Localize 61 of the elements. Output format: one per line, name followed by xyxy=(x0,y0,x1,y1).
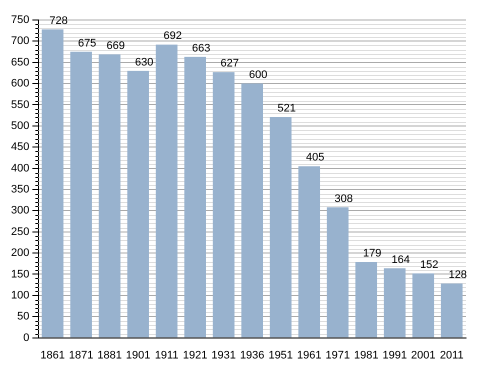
y-tick-label: 0 xyxy=(23,332,30,344)
x-tick-label: 1936 xyxy=(240,349,264,362)
x-tick-label: 1991 xyxy=(382,349,407,362)
y-tick-label: 600 xyxy=(10,78,30,90)
data-label: 179 xyxy=(363,247,382,260)
x-tick-label: 1871 xyxy=(68,349,94,362)
y-tick-label: 550 xyxy=(10,98,30,111)
x-tick-label: 1921 xyxy=(182,349,208,362)
data-label: 308 xyxy=(334,192,353,205)
y-tick-label: 300 xyxy=(10,204,30,217)
bar xyxy=(326,207,349,338)
bar xyxy=(384,268,406,338)
y-tick-label: 50 xyxy=(17,310,30,323)
bar xyxy=(241,84,264,338)
data-label: 521 xyxy=(278,102,296,115)
data-label: 627 xyxy=(220,58,239,70)
x-tick-label: 1931 xyxy=(211,349,236,362)
y-tick-label: 350 xyxy=(10,184,30,196)
x-tick-label: 1861 xyxy=(40,349,65,362)
data-label: 663 xyxy=(192,42,210,54)
y-tick-label: 700 xyxy=(10,35,30,48)
x-tick-label: 1951 xyxy=(268,349,293,362)
data-label: 728 xyxy=(49,14,68,27)
bar xyxy=(355,262,378,338)
bar xyxy=(212,72,234,338)
x-tick-label: 2011 xyxy=(440,349,464,362)
data-label: 600 xyxy=(248,69,268,82)
y-tick-label: 450 xyxy=(10,141,30,154)
y-tick-label: 400 xyxy=(10,162,30,174)
y-tick-label: 500 xyxy=(10,120,30,132)
bar xyxy=(298,166,320,338)
x-tick-label: 1911 xyxy=(154,349,178,362)
bar xyxy=(184,56,206,338)
data-label: 692 xyxy=(163,30,182,42)
bar xyxy=(42,29,64,338)
x-tick-label: 1901 xyxy=(126,349,150,362)
bar xyxy=(156,44,178,338)
data-label: 669 xyxy=(106,40,125,52)
x-tick-label: 1971 xyxy=(325,349,350,362)
y-tick-label: 250 xyxy=(10,226,30,238)
x-tick-label: 1961 xyxy=(296,349,322,362)
bar xyxy=(98,54,120,338)
x-tick-label: 1881 xyxy=(97,349,122,362)
data-label: 152 xyxy=(420,258,438,271)
data-label: 405 xyxy=(306,152,324,164)
bar xyxy=(412,273,434,338)
bar xyxy=(70,52,92,338)
data-label: 675 xyxy=(78,37,96,50)
y-tick-label: 150 xyxy=(10,268,30,280)
bar xyxy=(127,70,149,338)
data-label: 164 xyxy=(392,254,410,266)
y-tick-label: 650 xyxy=(10,56,30,68)
bar xyxy=(440,284,463,338)
y-tick-label: 750 xyxy=(10,14,30,26)
y-tick-label: 100 xyxy=(10,289,30,302)
data-label: 630 xyxy=(134,56,154,68)
data-label: 128 xyxy=(448,269,467,282)
y-tick-label: 200 xyxy=(10,247,30,260)
x-tick-label: 2001 xyxy=(410,349,436,362)
bar xyxy=(270,117,292,338)
x-tick-label: 1981 xyxy=(354,349,378,362)
